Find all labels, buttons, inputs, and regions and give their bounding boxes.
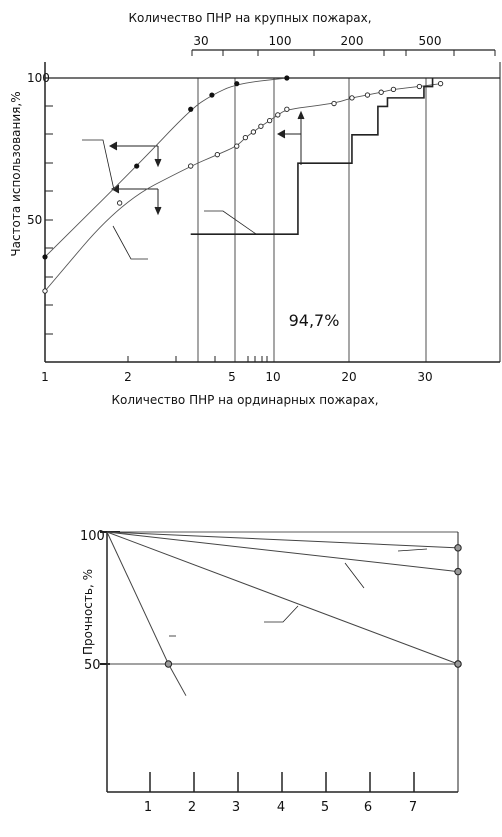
open-data-point	[42, 288, 48, 294]
top-tick-label-200: 200	[341, 34, 364, 48]
leader-line	[344, 562, 365, 589]
y-tick-label-50: 50	[27, 213, 42, 227]
arrow-head	[154, 158, 162, 168]
open-data-point	[242, 134, 249, 141]
leader-line	[82, 139, 115, 191]
bottom-x-tick-label-5: 5	[321, 800, 329, 815]
open-data-point	[437, 81, 444, 87]
top-chart-frame	[44, 49, 501, 363]
x-tick-label-2: 2	[124, 370, 132, 384]
filled-data-point	[134, 163, 140, 169]
open-data-point	[349, 95, 355, 101]
arrow-head	[108, 141, 118, 151]
leader-line	[112, 225, 148, 260]
open-data-point	[364, 92, 371, 98]
bottom-chart-frame	[100, 531, 459, 793]
bottom-x-tick-label-6: 6	[364, 800, 372, 815]
x-axis-label: Количество ПНР на ординарных пожарах,	[111, 393, 378, 407]
open-data-point	[188, 163, 194, 169]
top-tick-label-100: 100	[269, 34, 292, 48]
open-data-point	[117, 200, 123, 206]
bottom-y-axis-label: Прочность, %	[81, 569, 95, 655]
filled-data-point	[234, 81, 240, 87]
strength-data-point	[454, 567, 462, 576]
x-tick-label-10: 10	[265, 370, 280, 384]
strength-line-2	[106, 531, 459, 573]
usage-frequency-chart: Количество ПНР на крупных пожарах, Часто…	[9, 11, 501, 407]
bottom-y-tick-label-100: 100	[80, 529, 105, 544]
open-data-point	[416, 83, 423, 90]
open-data-point	[214, 152, 220, 158]
top-series-group	[42, 75, 444, 294]
open-data-point	[267, 117, 273, 124]
y-axis-label: Частота использования,%	[9, 91, 23, 256]
leader-line	[264, 605, 299, 623]
x-tick-label-30: 30	[417, 370, 432, 384]
arrow-head	[154, 206, 162, 216]
open-data-point	[331, 100, 337, 107]
open-data-point	[378, 89, 384, 95]
filled-data-point	[42, 254, 48, 260]
x-tick-label-20: 20	[341, 370, 356, 384]
series-1-curve	[44, 77, 287, 258]
filled-data-point	[209, 92, 215, 98]
arrow-head	[297, 110, 305, 120]
bottom-x-tick-label-4: 4	[277, 800, 285, 815]
open-data-point	[250, 129, 257, 135]
top-tick-label-500: 500	[419, 34, 442, 48]
strength-line-1	[106, 531, 459, 549]
leader-line	[397, 548, 428, 552]
step-series-line	[190, 78, 434, 235]
filled-data-point	[284, 75, 290, 81]
y-tick-label-100: 100	[27, 71, 50, 85]
x-tick-label-5: 5	[228, 370, 236, 384]
bottom-x-tick-label-2: 2	[188, 800, 196, 815]
strength-line-4	[106, 531, 187, 696]
x-tick-label-1: 1	[41, 370, 49, 384]
strength-line-3	[106, 531, 459, 665]
series-2-curve	[44, 83, 441, 292]
bottom-x-tick-label-3: 3	[232, 800, 240, 815]
strength-data-point	[454, 660, 462, 668]
open-data-point	[258, 123, 264, 129]
annotation-label: 94,7%	[289, 311, 340, 330]
strength-data-point	[164, 660, 173, 668]
top-axis-label: Количество ПНР на крупных пожарах,	[128, 11, 371, 25]
strength-data-point	[454, 544, 462, 552]
bottom-x-tick-label-1: 1	[144, 800, 152, 815]
open-data-point	[284, 106, 290, 112]
bottom-series-group	[106, 531, 462, 696]
open-data-point	[275, 112, 281, 118]
bottom-y-tick-label-50: 50	[84, 658, 101, 673]
arrow-head	[276, 129, 286, 139]
filled-data-point	[188, 106, 194, 112]
top-tick-label-30: 30	[193, 34, 208, 48]
leader-line	[204, 210, 257, 235]
bottom-x-tick-label-7: 7	[409, 800, 417, 815]
open-data-point	[390, 86, 397, 93]
strength-chart: Прочность, % 100 50 1 2 3 4 5 6 7	[80, 529, 462, 815]
open-data-point	[234, 143, 240, 149]
